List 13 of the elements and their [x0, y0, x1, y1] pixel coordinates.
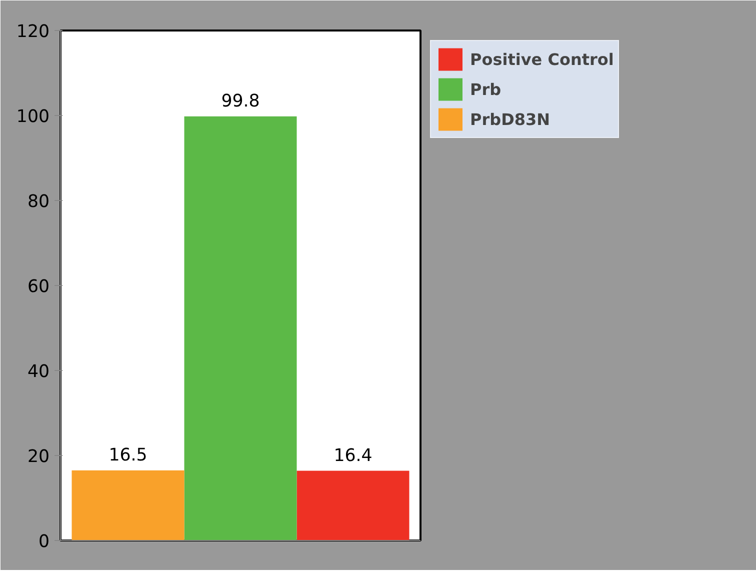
y-tick-label: 20	[27, 447, 50, 467]
data-label: 99.8	[221, 91, 260, 112]
legend-label: Prb	[470, 80, 502, 98]
y-tick-label: 0	[38, 532, 50, 552]
y-tick-label: 80	[27, 192, 50, 212]
y-tick-label: 60	[27, 277, 50, 297]
data-label: 16.4	[334, 446, 372, 466]
legend-label: Positive Control	[470, 50, 614, 68]
legend-label: PrbD83N	[470, 110, 550, 128]
data-label: 16.5	[108, 445, 148, 466]
y-tick-label: 100	[16, 107, 50, 127]
y-tick-label: 120	[16, 22, 50, 42]
y-tick-label: 40	[27, 362, 50, 382]
